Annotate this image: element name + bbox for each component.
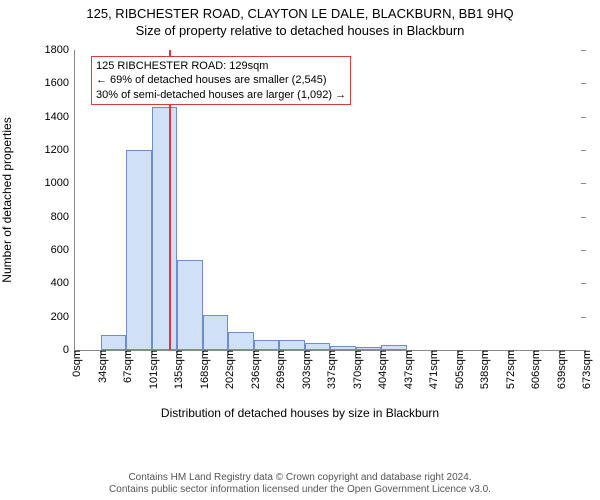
x-tick-label: 437sqm xyxy=(399,350,415,389)
x-tick-label: 168sqm xyxy=(195,350,211,389)
y-tick-label: 1400 xyxy=(45,111,75,123)
annotation-line: 30% of semi-detached houses are larger (… xyxy=(96,88,346,102)
footer-line-2: Contains public sector information licen… xyxy=(0,484,600,496)
x-tick-label: 202sqm xyxy=(220,350,236,389)
x-tick-label: 67sqm xyxy=(118,350,134,383)
x-tick-label: 236sqm xyxy=(246,350,262,389)
y-tick-label: 1200 xyxy=(45,144,75,156)
title-address: 125, RIBCHESTER ROAD, CLAYTON LE DALE, B… xyxy=(0,0,600,21)
y-tick-label: 1000 xyxy=(45,177,75,189)
y-axis-label: Number of detached properties xyxy=(0,117,14,282)
y-tick-mark xyxy=(581,217,586,218)
histogram-bar xyxy=(228,332,254,350)
x-tick-label: 34sqm xyxy=(93,350,109,383)
y-tick-mark xyxy=(581,317,586,318)
x-tick-label: 0sqm xyxy=(67,350,83,377)
histogram-bar xyxy=(356,347,382,350)
x-tick-label: 572sqm xyxy=(501,350,517,389)
x-tick-label: 538sqm xyxy=(475,350,491,389)
x-tick-label: 639sqm xyxy=(552,350,568,389)
histogram-bar xyxy=(126,150,152,350)
y-tick-mark xyxy=(581,183,586,184)
x-tick-label: 269sqm xyxy=(271,350,287,389)
histogram-bar xyxy=(254,340,280,350)
x-tick-label: 303sqm xyxy=(297,350,313,389)
x-tick-label: 135sqm xyxy=(169,350,185,389)
y-tick-label: 800 xyxy=(51,211,75,223)
x-tick-label: 370sqm xyxy=(348,350,364,389)
y-tick-mark xyxy=(581,250,586,251)
y-tick-mark xyxy=(581,50,586,51)
x-tick-label: 404sqm xyxy=(373,350,389,389)
histogram-bar xyxy=(152,107,178,350)
y-tick-label: 400 xyxy=(51,277,75,289)
y-tick-label: 1800 xyxy=(45,44,75,56)
x-tick-label: 101sqm xyxy=(144,350,160,389)
x-axis-label: Distribution of detached houses by size … xyxy=(0,406,600,420)
histogram-bar xyxy=(177,260,203,350)
x-tick-label: 337sqm xyxy=(322,350,338,389)
footer: Contains HM Land Registry data © Crown c… xyxy=(0,472,600,496)
annotation-line: ← 69% of detached houses are smaller (2,… xyxy=(96,73,346,87)
histogram-bar xyxy=(203,315,229,350)
y-tick-label: 1600 xyxy=(45,77,75,89)
histogram-bar xyxy=(101,335,127,350)
x-tick-label: 606sqm xyxy=(526,350,542,389)
y-tick-label: 600 xyxy=(51,244,75,256)
y-tick-label: 200 xyxy=(51,311,75,323)
histogram-bar xyxy=(330,346,356,350)
footer-line-1: Contains HM Land Registry data © Crown c… xyxy=(0,472,600,484)
x-tick-label: 471sqm xyxy=(424,350,440,389)
histogram-bar xyxy=(305,343,331,350)
y-tick-mark xyxy=(581,283,586,284)
y-tick-mark xyxy=(581,83,586,84)
histogram-bar xyxy=(279,340,305,350)
chart-container: 0200400600800100012001400160018000sqm34s… xyxy=(0,40,600,440)
x-tick-label: 673sqm xyxy=(577,350,593,389)
title-subtitle: Size of property relative to detached ho… xyxy=(0,21,600,38)
y-tick-mark xyxy=(581,150,586,151)
plot-area: 0200400600800100012001400160018000sqm34s… xyxy=(74,50,585,351)
annotation-box: 125 RIBCHESTER ROAD: 129sqm← 69% of deta… xyxy=(91,56,351,105)
annotation-line: 125 RIBCHESTER ROAD: 129sqm xyxy=(96,59,346,73)
histogram-bar xyxy=(381,345,407,350)
x-tick-label: 505sqm xyxy=(450,350,466,389)
y-tick-mark xyxy=(581,117,586,118)
